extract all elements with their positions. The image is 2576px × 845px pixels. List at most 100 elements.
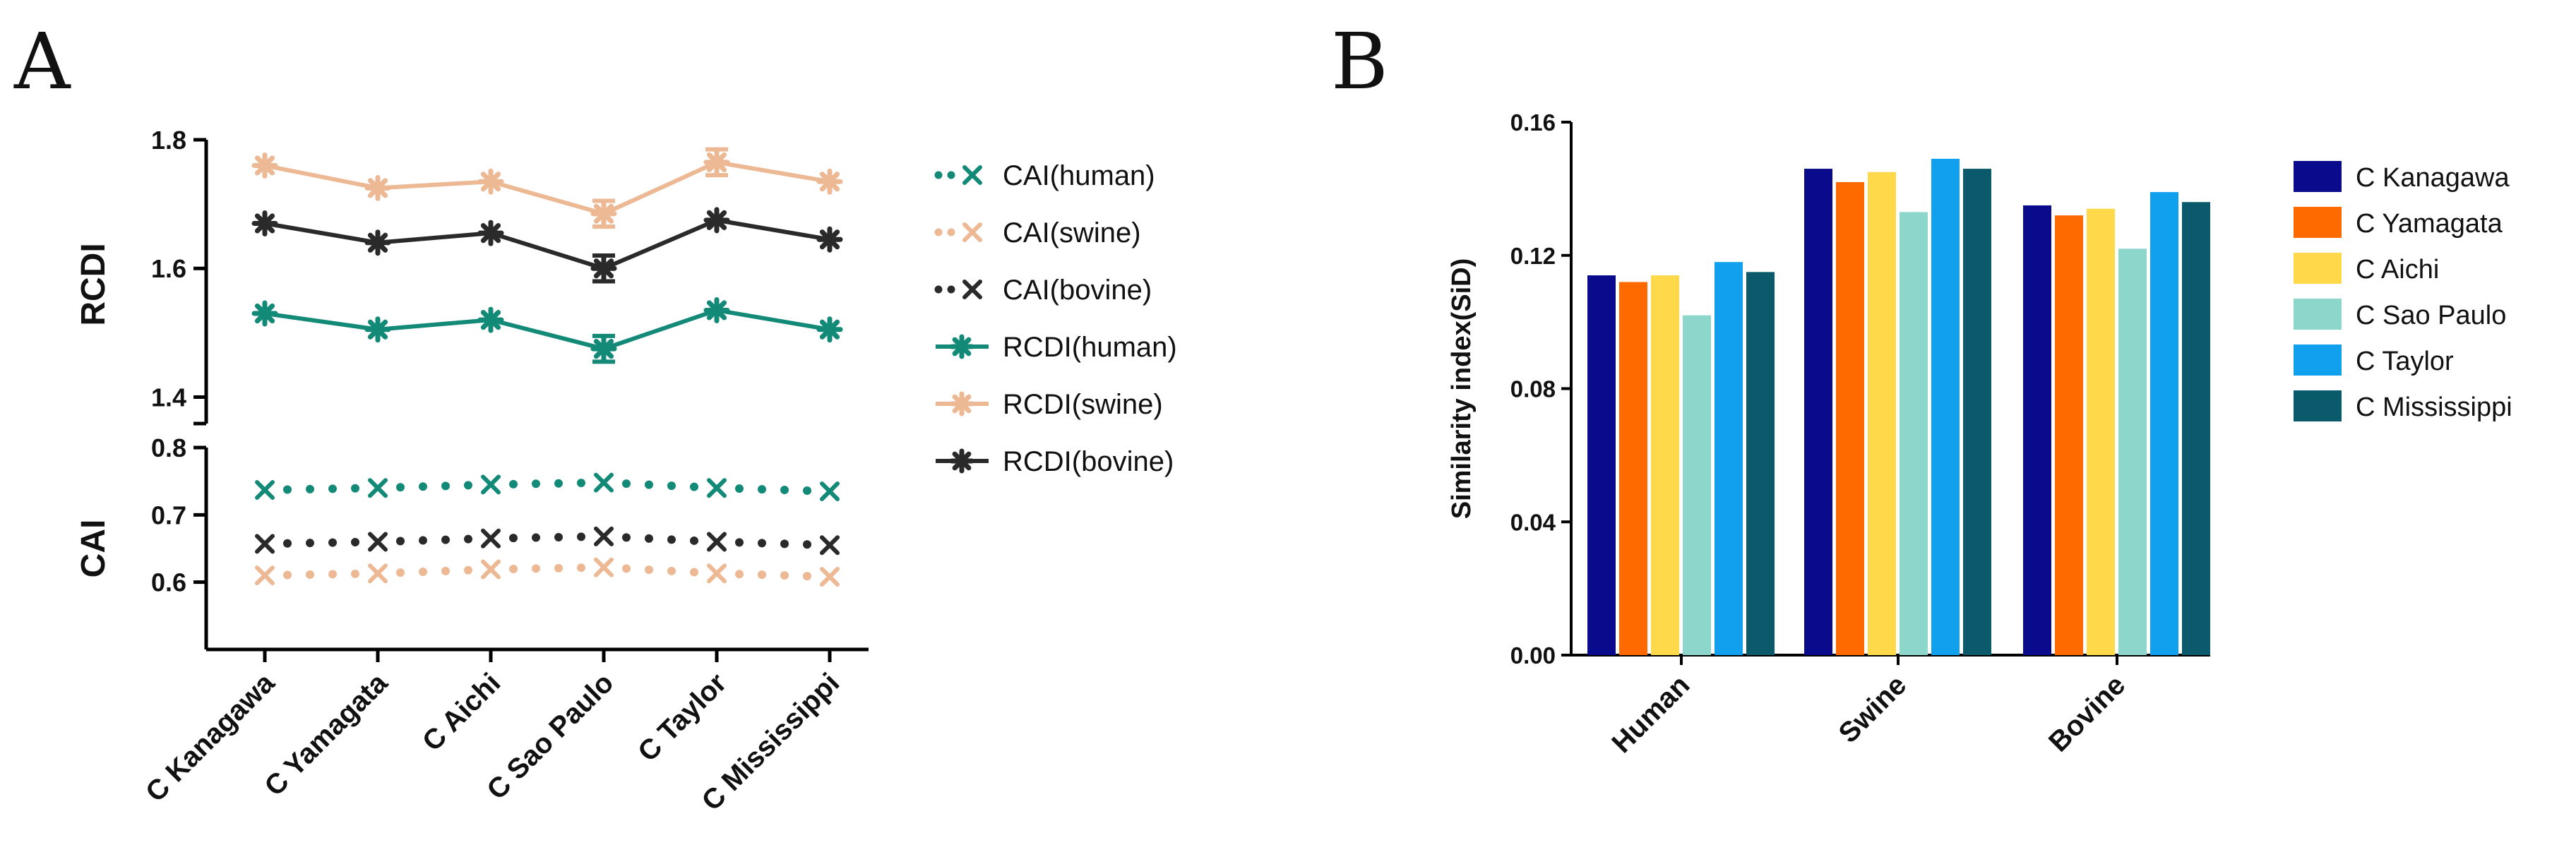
panel-label-a: A: [13, 16, 71, 107]
dot: [464, 565, 472, 575]
dot: [667, 566, 676, 575]
legend-dot: [934, 285, 943, 294]
data-point: [820, 567, 840, 587]
bar-c-mississippi: [1963, 169, 1991, 655]
legend-label: C Yamagata: [2356, 209, 2503, 239]
data-point: [255, 480, 275, 501]
bar-c-taylor: [1931, 158, 1960, 655]
data-point: [251, 152, 278, 179]
legend-swatch: [2294, 253, 2342, 284]
dot: [419, 567, 427, 576]
dot: [690, 482, 698, 491]
y-tick-label: 1.8: [151, 126, 186, 155]
dot: [622, 533, 631, 542]
y-axis-title-cai: CAI: [75, 520, 112, 578]
legend-item-c-kanagawa: C Kanagawa: [2294, 161, 2510, 193]
legend-item-rcdi-bovine: RCDI(bovine): [936, 446, 1174, 477]
bar-c-kanagawa: [2023, 205, 2051, 655]
bar-group-human: [1587, 262, 1775, 655]
data-point: [590, 200, 617, 227]
legend-item-cai-human: CAI(human): [934, 160, 1155, 191]
legend-item-c-sao-paulo: C Sao Paulo: [2294, 299, 2506, 330]
panel-label-b: B: [1331, 16, 1388, 107]
bar-c-kanagawa: [1587, 275, 1616, 655]
legend-swatch: [2294, 207, 2342, 238]
bar-c-sao-paulo: [2118, 248, 2147, 655]
data-point: [364, 229, 391, 256]
bar-c-mississippi: [2182, 202, 2210, 655]
x-tick-label-human: Human: [1606, 669, 1695, 759]
dot: [735, 570, 744, 579]
dot: [645, 480, 653, 489]
bar-c-yamagata: [2055, 215, 2083, 655]
data-point: [364, 316, 391, 343]
dot: [735, 538, 744, 547]
dot: [758, 485, 766, 494]
data-point: [481, 559, 501, 580]
legend-swatch: [2294, 390, 2342, 421]
dot: [509, 564, 518, 573]
data-point: [816, 316, 843, 343]
legend-item-c-yamagata: C Yamagata: [2294, 207, 2503, 239]
legend-item-cai-bovine: CAI(bovine): [934, 275, 1152, 306]
legend-item-rcdi-swine: RCDI(swine): [936, 389, 1163, 420]
legend-label: CAI(human): [1003, 160, 1155, 191]
y-tick-label: 0.6: [151, 568, 186, 597]
bar-c-taylor: [2150, 192, 2178, 655]
dot: [441, 566, 450, 575]
dot: [509, 479, 518, 489]
line-rcdi-bovine: [264, 217, 830, 271]
legend-label: C Taylor: [2356, 347, 2454, 376]
dot: [509, 534, 518, 543]
series-rcdi-bovine: [251, 207, 843, 284]
data-point: [481, 474, 501, 495]
legend-marker: [962, 165, 982, 185]
bar-c-aichi: [1651, 275, 1679, 655]
data-point: [820, 481, 840, 501]
dot: [554, 479, 563, 488]
data-point: [590, 255, 617, 282]
legend-marker: [949, 334, 974, 359]
legend-label: RCDI(human): [1003, 332, 1177, 363]
dot: [780, 539, 789, 549]
legend-label: CAI(swine): [1003, 217, 1141, 248]
dot: [690, 536, 698, 545]
x-tick-label-c-aichi: C Aichi: [417, 667, 507, 757]
x-tick-label-c-kanagawa: C Kanagawa: [140, 667, 281, 808]
dot: [351, 538, 359, 547]
x-tick-label-c-yamagata: C Yamagata: [258, 667, 393, 802]
y-tick-label: 0.00: [1510, 642, 1556, 669]
dot: [645, 534, 653, 543]
bar-c-yamagata: [1619, 282, 1647, 655]
dot: [306, 570, 314, 579]
data-point: [255, 534, 275, 554]
dot: [577, 479, 585, 488]
dot: [396, 483, 405, 492]
x-tick-label-bovine: Bovine: [2043, 669, 2131, 757]
bar-group-bovine: [2023, 192, 2210, 655]
dot: [306, 539, 314, 548]
legend-item-c-aichi: C Aichi: [2294, 253, 2439, 284]
dot: [622, 564, 631, 573]
dot: [645, 565, 653, 575]
data-point: [703, 149, 730, 176]
legend-label: RCDI(swine): [1003, 389, 1163, 420]
legend-label: CAI(bovine): [1003, 275, 1152, 306]
legend-dot: [934, 228, 943, 236]
dot: [328, 538, 337, 547]
data-point: [255, 565, 275, 586]
legend-item-c-taylor: C Taylor: [2294, 344, 2454, 376]
dot: [780, 571, 789, 580]
data-point: [816, 226, 843, 253]
legend-label: C Sao Paulo: [2356, 301, 2506, 330]
data-point: [707, 478, 727, 498]
legend-marker: [962, 280, 982, 299]
legend-dot: [947, 228, 955, 236]
y-tick-label: 0.12: [1510, 243, 1556, 269]
dot: [283, 539, 292, 548]
y-axis-title-rcdi: RCDI: [75, 243, 112, 325]
dot: [554, 563, 563, 573]
data-point: [820, 535, 840, 556]
legend-label: C Kanagawa: [2356, 163, 2510, 193]
data-point: [477, 220, 504, 246]
